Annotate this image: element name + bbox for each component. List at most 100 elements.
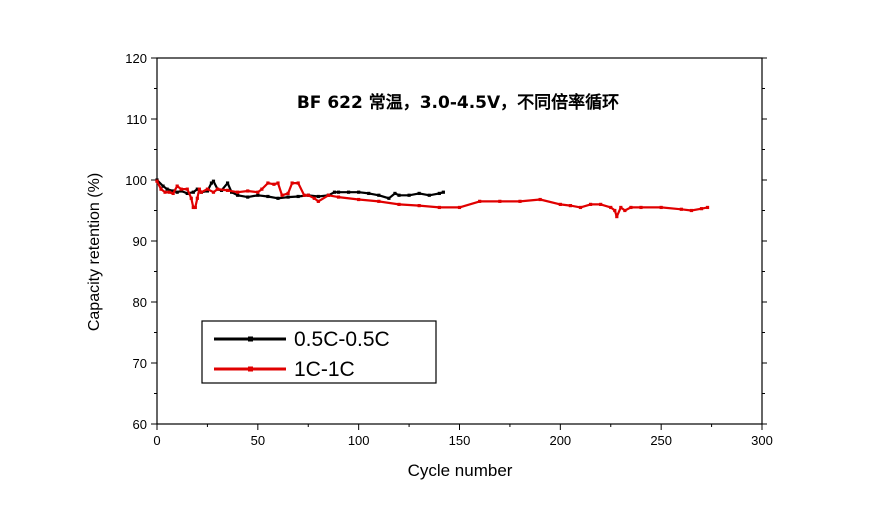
data-point [377,193,381,197]
y-tick-label: 70 [133,356,147,371]
data-point [191,205,195,210]
y-tick-label: 80 [133,295,147,310]
data-point [195,187,199,191]
data-point [306,193,310,197]
data-point [171,191,175,196]
data-point [629,205,633,210]
y-tick-label: 110 [126,112,147,127]
data-point [163,190,167,194]
data-point [171,189,175,193]
data-point [397,202,401,206]
data-point [191,190,195,194]
data-point [588,202,593,206]
data-point [209,181,214,185]
data-point [266,194,270,199]
data-point [290,181,294,185]
data-point [225,181,230,185]
data-point [457,205,462,210]
legend-box [201,320,437,384]
data-point [639,205,643,210]
data-point [619,205,623,210]
data-point [689,208,694,213]
data-point [302,193,306,197]
x-tick-label: 100 [348,433,370,448]
data-point [189,196,193,200]
data-point [316,194,320,199]
data-point [518,199,522,203]
data-point [167,190,171,194]
data-point [699,207,704,211]
data-point [679,207,683,211]
data-point [211,190,216,194]
data-point [155,179,159,183]
data-point [296,181,300,185]
data-point [276,181,280,185]
x-axis-label: Cycle number [408,461,513,480]
data-point [437,205,441,210]
data-point [272,182,276,186]
legend-marker [248,366,253,372]
x-axis: 0 50 100 150 200 250 300 [153,424,773,448]
data-point [397,193,401,197]
data-point [558,202,562,206]
data-point [312,196,316,200]
data-point [615,215,619,219]
data-point [286,195,290,199]
data-point [623,208,627,213]
data-point [417,191,421,196]
data-point [199,190,203,194]
x-tick-label: 0 [153,433,160,448]
data-point [498,199,502,203]
y-tick-label: 120 [125,51,147,66]
data-point [175,190,179,194]
data-point [659,205,663,210]
data-point [613,208,617,213]
legend-label: 0.5C-0.5C [294,328,390,351]
data-point [215,187,220,191]
data-point [367,191,371,196]
data-point [609,205,613,210]
data-point [478,199,482,203]
data-point [225,188,230,192]
data-point [205,187,210,191]
y-axis-label: Capacity retention (%) [86,173,103,331]
y-tick-label: 100 [125,173,147,188]
x-tick-label: 300 [751,433,773,448]
data-point [407,193,411,197]
data-point [326,193,331,197]
x-tick-label: 150 [449,433,471,448]
chart-title: BF 622 常温，3.0-4.5V，不同倍率循环 [297,92,619,113]
data-point [427,193,431,197]
data-point [185,191,189,196]
data-point [236,193,240,197]
data-point [538,197,542,202]
data-point [159,187,163,191]
data-point [179,189,183,193]
data-point [332,190,337,194]
data-point [161,184,165,188]
x-tick-label: 50 [251,433,265,448]
data-point [185,187,189,191]
data-point [296,194,300,199]
data-point [377,199,381,203]
data-point [246,195,250,199]
data-point [441,190,445,194]
data-point [387,196,391,200]
series-layer [155,178,710,219]
data-point [437,191,441,196]
data-point [568,204,573,208]
data-point [599,202,603,206]
data-point [357,190,361,194]
data-point [179,187,183,191]
legend: 0.5C-0.5C 1C-1C [201,320,437,384]
data-point [256,190,260,194]
data-point [236,190,240,194]
data-point [393,191,397,196]
data-point [705,205,710,210]
data-point [578,205,583,210]
legend-marker [248,336,253,342]
data-point [286,191,290,196]
data-point [175,184,179,188]
series-red [155,179,710,219]
